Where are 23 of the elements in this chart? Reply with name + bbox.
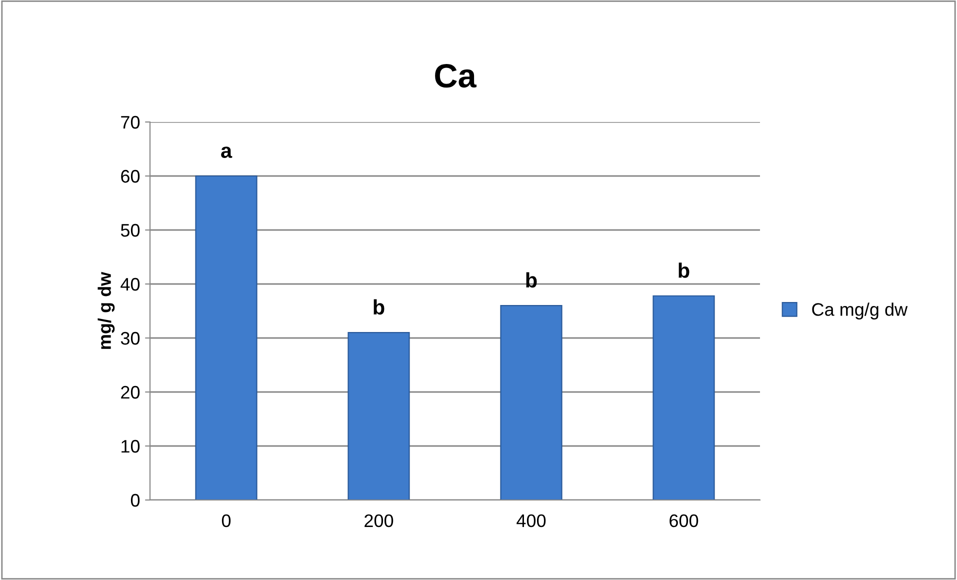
y-tick-label: 20 [121,386,140,399]
x-tick-label: 200 [364,514,394,528]
bar [348,332,410,500]
x-tick-label: 600 [670,514,698,528]
bar [500,305,562,500]
bar [195,175,258,500]
annotation: a [221,146,232,158]
y-tick-label: 10 [122,440,140,453]
annotation: b [374,299,384,315]
y-axis-title: mg/ g dw [98,272,115,349]
y-tick-label: 30 [120,332,140,345]
annotation: b [526,272,537,288]
legend-label: Ca mg/g dw [812,302,908,320]
annotation: b [678,262,690,278]
y-tick-label: 60 [121,170,140,183]
y-tick-label: 50 [120,224,140,237]
bar [652,295,715,500]
y-tick-label: 40 [120,278,140,291]
x-tick-label: 400 [516,514,546,528]
x-tick-label: 0 [222,514,231,528]
y-tick-label: 70 [121,116,140,129]
chart-title: Ca [435,64,477,88]
y-tick-label: 0 [130,494,140,507]
